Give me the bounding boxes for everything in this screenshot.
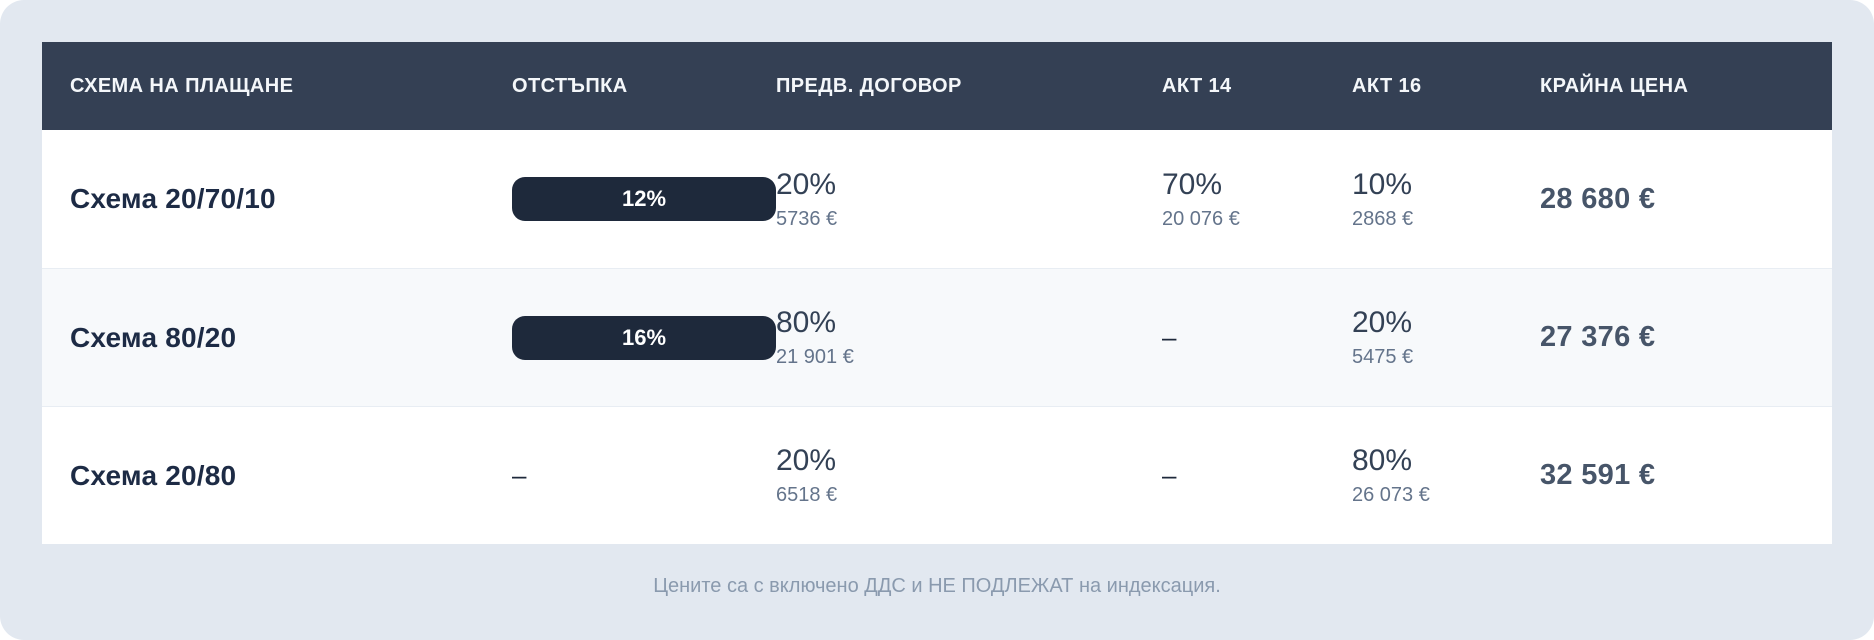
discount-cell: 16% bbox=[512, 315, 776, 360]
table-row: Схема 80/20 16% 80% 21 901 € – 20% 5475 … bbox=[42, 268, 1832, 406]
amount-value: 26 073 € bbox=[1352, 484, 1430, 506]
empty-value-dash: – bbox=[1162, 460, 1177, 490]
column-header-act14: АКТ 14 bbox=[1162, 74, 1232, 97]
column-header-prelim-contract: ПРЕДВ. ДОГОВОР bbox=[776, 74, 962, 97]
column-header-scheme: СХЕМА НА ПЛАЩАНЕ bbox=[70, 74, 294, 97]
discount-badge: 16% bbox=[512, 315, 776, 360]
scheme-name: Схема 80/20 bbox=[70, 321, 237, 353]
final-price: 28 680 € bbox=[1540, 182, 1656, 215]
table-row: Схема 20/80 – 20% 6518 € – 80% 26 073 € … bbox=[42, 406, 1832, 544]
table-header-row: СХЕМА НА ПЛАЩАНЕ ОТСТЪПКА ПРЕДВ. ДОГОВОР… bbox=[42, 42, 1832, 130]
amount-value: 21 901 € bbox=[776, 346, 854, 368]
final-price: 27 376 € bbox=[1540, 321, 1656, 353]
scheme-name: Схема 20/80 bbox=[70, 459, 237, 491]
amount-value: 6518 € bbox=[776, 484, 838, 506]
act14-cell: 70% 20 076 € bbox=[1162, 168, 1352, 231]
discount-cell: – bbox=[512, 460, 776, 491]
percent-value: 70% bbox=[1162, 167, 1223, 201]
percent-value: 20% bbox=[1352, 306, 1413, 339]
column-header-discount: ОТСТЪПКА bbox=[512, 74, 628, 97]
discount-cell: 12% bbox=[512, 177, 776, 221]
vat-footnote: Цените са с включено ДДС и НЕ ПОДЛЕЖАТ н… bbox=[653, 575, 1221, 597]
column-header-final-price: КРАЙНА ЦЕНА bbox=[1540, 74, 1689, 97]
amount-value: 5475 € bbox=[1352, 346, 1414, 368]
amount-value: 20 076 € bbox=[1162, 207, 1240, 230]
scheme-name: Схема 20/70/10 bbox=[70, 183, 276, 214]
table-row: Схема 20/70/10 12% 20% 5736 € 70% 20 076… bbox=[42, 130, 1832, 268]
empty-value-dash: – bbox=[512, 460, 527, 490]
percent-value: 20% bbox=[776, 444, 837, 477]
column-header-act16: АКТ 16 bbox=[1352, 74, 1422, 97]
act14-cell: – bbox=[1162, 460, 1352, 491]
percent-value: 20% bbox=[776, 167, 837, 201]
amount-value: 5736 € bbox=[776, 207, 838, 230]
final-price: 32 591 € bbox=[1540, 459, 1656, 491]
act16-cell: 20% 5475 € bbox=[1352, 306, 1540, 369]
prelim-contract-cell: 20% 5736 € bbox=[776, 168, 1162, 231]
act16-cell: 80% 26 073 € bbox=[1352, 444, 1540, 507]
act16-cell: 10% 2868 € bbox=[1352, 168, 1540, 231]
amount-value: 2868 € bbox=[1352, 207, 1414, 230]
prelim-contract-cell: 20% 6518 € bbox=[776, 444, 1162, 507]
empty-value-dash: – bbox=[1162, 322, 1177, 352]
discount-badge: 12% bbox=[512, 177, 776, 221]
percent-value: 80% bbox=[776, 306, 837, 339]
percent-value: 80% bbox=[1352, 444, 1413, 477]
act14-cell: – bbox=[1162, 322, 1352, 353]
percent-value: 10% bbox=[1352, 167, 1413, 201]
prelim-contract-cell: 80% 21 901 € bbox=[776, 306, 1162, 369]
payment-schemes-table: СХЕМА НА ПЛАЩАНЕ ОТСТЪПКА ПРЕДВ. ДОГОВОР… bbox=[42, 42, 1832, 544]
